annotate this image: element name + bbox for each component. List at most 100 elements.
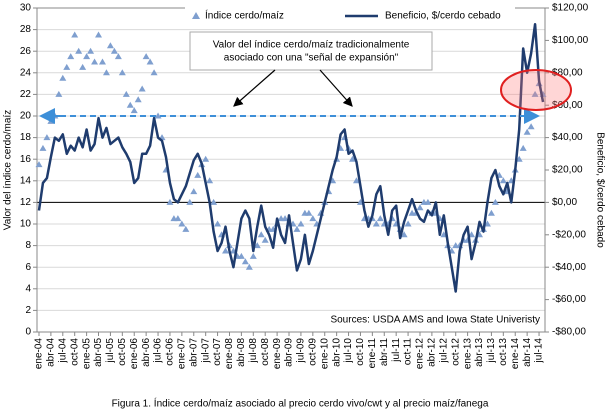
index-marker <box>154 112 162 119</box>
x-tick-label: jul-05 <box>105 338 116 364</box>
index-marker <box>63 63 71 70</box>
index-marker <box>174 215 182 222</box>
index-marker <box>95 31 103 38</box>
index-marker <box>142 53 150 60</box>
index-marker <box>59 74 67 81</box>
highlight-ellipse <box>500 69 572 111</box>
x-tick-label: jul-07 <box>200 338 211 364</box>
y2-tick-label: $0,00 <box>552 197 577 208</box>
x-tick-label: abr-13 <box>474 338 485 367</box>
legend-label: Beneficio, $/cerdo cebado <box>385 11 501 22</box>
index-marker <box>531 90 539 97</box>
index-marker <box>349 155 357 162</box>
y-tick-label: 16 <box>20 154 32 165</box>
y-tick-label: 26 <box>20 46 32 57</box>
x-tick-label: ene-12 <box>415 338 426 370</box>
x-tick-label: ene-13 <box>462 338 473 370</box>
index-marker <box>146 58 154 65</box>
index-marker <box>352 177 360 184</box>
index-marker <box>527 123 535 130</box>
x-tick-label: oct-08 <box>260 338 271 366</box>
index-marker <box>202 155 210 162</box>
index-marker <box>293 225 301 232</box>
x-tick-label: jul-06 <box>153 338 164 364</box>
index-marker <box>261 236 269 243</box>
index-marker <box>519 144 527 151</box>
x-tick-label: jul-13 <box>486 338 497 364</box>
index-marker <box>499 177 507 184</box>
x-tick-label: ene-06 <box>129 338 140 370</box>
index-marker <box>253 242 261 249</box>
x-tick-label: abr-09 <box>284 338 295 367</box>
x-tick-label: jul-09 <box>296 338 307 364</box>
x-tick-label: abr-11 <box>379 338 390 367</box>
x-tick-label: oct-10 <box>355 338 366 366</box>
x-tick-label: ene-05 <box>81 338 92 370</box>
index-marker <box>424 198 432 205</box>
index-marker <box>483 220 491 227</box>
profit-line <box>37 22 545 293</box>
annotation-text: Valor del índice cerdo/maíz tradicionalm… <box>213 40 410 51</box>
y-axis-title: Valor del índice cerdo/maíz <box>3 110 14 230</box>
annotation-text: asociado con una "señal de expansión" <box>224 53 399 64</box>
index-marker <box>237 252 245 259</box>
index-marker <box>87 47 95 54</box>
x-tick-label: jul-04 <box>57 338 68 364</box>
index-marker <box>376 215 384 222</box>
index-marker <box>245 263 253 270</box>
y-tick-label: 20 <box>20 111 32 122</box>
index-marker <box>186 198 194 205</box>
index-marker <box>126 101 134 108</box>
y-tick-label: 10 <box>20 219 32 230</box>
index-marker <box>372 220 380 227</box>
index-marker <box>67 53 75 60</box>
index-marker <box>214 220 222 227</box>
y-tick-label: 18 <box>20 132 32 143</box>
y2-axis-title: Beneficio, $/cerdo cebado <box>594 132 605 248</box>
index-marker <box>43 134 51 141</box>
index-marker <box>523 128 531 135</box>
y2-tick-label: $80,00 <box>552 67 583 78</box>
x-tick-label: abr-08 <box>236 338 247 367</box>
index-marker <box>249 252 257 259</box>
index-marker <box>114 53 122 60</box>
x-tick-label: jul-14 <box>534 338 545 364</box>
y2-tick-label: -$20,00 <box>552 229 586 240</box>
x-tick-label: ene-08 <box>224 338 235 370</box>
legend: Índice cerdo/maíz Beneficio, $/cerdo ceba… <box>185 7 515 25</box>
index-marker <box>257 231 265 238</box>
index-marker <box>309 215 317 222</box>
index-marker <box>281 215 289 222</box>
x-tick-label: ene-10 <box>319 338 330 370</box>
x-tick-label: abr-10 <box>331 338 342 367</box>
index-marker <box>102 69 110 76</box>
index-marker <box>416 204 424 211</box>
x-tick-label: oct-12 <box>450 338 461 366</box>
y2-tick-label: -$60,00 <box>552 294 586 305</box>
x-tick-label: oct-04 <box>69 338 80 366</box>
x-tick-label: oct-09 <box>307 338 318 366</box>
index-marker <box>404 220 412 227</box>
y2-tick-label: $20,00 <box>552 165 583 176</box>
index-marker <box>515 155 523 162</box>
index-marker <box>210 198 218 205</box>
index-marker <box>190 188 198 195</box>
index-marker <box>150 69 158 76</box>
y2-tick-label: -$80,00 <box>552 327 586 338</box>
x-tick-label: abr-14 <box>522 338 533 367</box>
index-marker <box>106 42 114 49</box>
index-marker <box>83 53 91 60</box>
x-tick-label: oct-07 <box>212 338 223 366</box>
x-tick-label: ene-04 <box>34 338 45 370</box>
y-tick-label: 8 <box>25 240 31 251</box>
index-marker <box>130 107 138 114</box>
index-marker <box>138 85 146 92</box>
y-tick-label: 2 <box>25 305 31 316</box>
caption: Figura 1. Índice cerdo/maíz asociado al … <box>112 397 489 410</box>
annotation-arrow <box>319 69 353 107</box>
index-marker <box>71 31 79 38</box>
index-marker <box>491 198 499 205</box>
index-marker <box>79 63 87 70</box>
y2-tick-label: -$40,00 <box>552 262 586 273</box>
x-tick-label: oct-06 <box>165 338 176 366</box>
